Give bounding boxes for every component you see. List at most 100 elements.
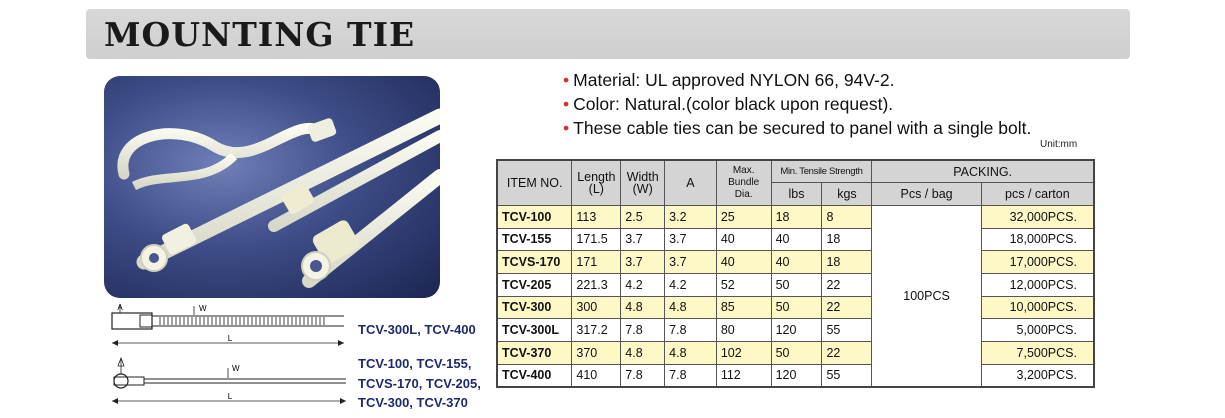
- cell-a: 7.8: [664, 318, 717, 342]
- label-a: A: [117, 303, 123, 312]
- models-standard: TCV-100, TCV-155, TCVS-170, TCV-205, TCV…: [358, 354, 481, 413]
- models-line: TCV-300, TCV-370: [358, 395, 468, 410]
- cell-kgs: 22: [821, 341, 873, 365]
- cell-lbs: 120: [770, 318, 823, 342]
- header-kgs: kgs: [821, 182, 873, 206]
- cell-carton: 12,000PCS.: [980, 272, 1095, 297]
- cell-kgs: 18: [821, 227, 873, 252]
- cell-width: 3.7: [620, 227, 666, 252]
- cell-a: 3.7: [664, 227, 717, 252]
- cell-length: 113: [571, 204, 622, 229]
- cell-length: 300: [571, 295, 622, 320]
- bullet-icon: •: [563, 70, 570, 90]
- cell-bundle: 40: [715, 227, 772, 252]
- cell-kgs: 22: [821, 272, 873, 297]
- feature-item: • These cable ties can be secured to pane…: [563, 116, 1031, 140]
- header-pcs-carton: pcs / carton: [980, 182, 1095, 206]
- cell-lbs: 120: [770, 363, 823, 388]
- header-lbs: lbs: [770, 182, 823, 206]
- spec-table: ITEM NO. Length (L) Width (W) A Max. Bundle…: [496, 159, 1095, 388]
- cell-item: TCV-400: [496, 363, 573, 388]
- cell-kgs: 55: [821, 363, 873, 388]
- cell-length: 410: [571, 363, 622, 388]
- cell-width: 7.8: [620, 363, 666, 388]
- cell-bundle: 52: [715, 272, 772, 297]
- feature-item: • Material: UL approved NYLON 66, 94V-2.: [563, 68, 1031, 92]
- header-packing: PACKING.: [871, 159, 1095, 184]
- cell-bundle: 85: [715, 295, 772, 320]
- table-row: TCV-400 410 7.8 7.8 112 120 55 3,200PCS.: [496, 363, 1095, 388]
- cell-bundle: 25: [715, 204, 772, 229]
- cell-carton: 5,000PCS.: [980, 318, 1095, 342]
- cable-ties-image: [117, 108, 440, 288]
- table-row: TCV-155 171.5 3.7 3.7 40 40 18 18,000PCS…: [496, 227, 1095, 252]
- label-l-bottom: L: [228, 392, 233, 401]
- cell-lbs: 50: [770, 341, 823, 365]
- cell-lbs: 50: [770, 295, 823, 320]
- header-length: Length (L): [571, 159, 622, 206]
- cell-kgs: 22: [821, 295, 873, 320]
- label-w-bottom: W: [232, 364, 240, 373]
- cell-width: 3.7: [620, 250, 666, 274]
- cell-width: 4.8: [620, 341, 666, 365]
- cell-length: 317.2: [571, 318, 622, 342]
- cell-item: TCV-300: [496, 295, 573, 320]
- cell-width: 2.5: [620, 204, 666, 229]
- cell-item: TCV-370: [496, 341, 573, 365]
- cell-length: 221.3: [571, 272, 622, 297]
- cell-lbs: 18: [770, 204, 823, 229]
- header-max-bundle: Max. Bundle Dia.: [715, 159, 772, 206]
- feature-list: • Material: UL approved NYLON 66, 94V-2. …: [563, 68, 1031, 140]
- cell-carton: 18,000PCS.: [980, 227, 1095, 252]
- header-a: A: [664, 159, 717, 206]
- cell-carton: 17,000PCS.: [980, 250, 1095, 274]
- cell-lbs: 50: [770, 272, 823, 297]
- cell-length: 370: [571, 341, 622, 365]
- header-tensile: Min. Tensile Strength: [770, 159, 873, 184]
- drawing-long-tie: A W L: [111, 303, 344, 346]
- bullet-icon: •: [563, 94, 570, 114]
- label-w: W: [199, 304, 207, 313]
- feature-item: • Color: Natural.(color black upon reques…: [563, 92, 1031, 116]
- cell-width: 7.8: [620, 318, 666, 342]
- cell-a: 3.2: [664, 204, 717, 229]
- cell-pcs-bag: 100PCS: [871, 204, 982, 388]
- cell-width: 4.8: [620, 295, 666, 320]
- models-line: TCVS-170, TCV-205,: [358, 375, 481, 391]
- cell-a: 7.8: [664, 363, 717, 388]
- cell-bundle: 112: [715, 363, 772, 388]
- cell-item: TCV-100: [496, 204, 573, 229]
- page-title: MOUNTING TIE: [104, 15, 416, 54]
- cell-length: 171.5: [571, 227, 622, 252]
- cell-lbs: 40: [770, 227, 823, 252]
- feature-text: Material: UL approved NYLON 66, 94V-2.: [573, 70, 895, 90]
- bullet-icon: •: [563, 118, 570, 138]
- cell-a: 4.8: [664, 295, 717, 320]
- cell-carton: 3,200PCS.: [980, 363, 1095, 388]
- product-photo: [104, 76, 440, 298]
- table-row: TCV-300 300 4.8 4.8 85 50 22 10,000PCS.: [496, 295, 1095, 320]
- cell-carton: 32,000PCS.: [980, 204, 1095, 229]
- cell-item: TCV-155: [496, 227, 573, 252]
- models-long: TCV-300L, TCV-400: [358, 322, 476, 337]
- feature-text: These cable ties can be secured to panel…: [573, 118, 1032, 138]
- cell-bundle: 40: [715, 250, 772, 274]
- label-l: L: [228, 334, 233, 343]
- cell-lbs: 40: [770, 250, 823, 274]
- table-row: TCV-370 370 4.8 4.8 102 50 22 7,500PCS.: [496, 341, 1095, 365]
- cell-kgs: 18: [821, 250, 873, 274]
- cell-carton: 7,500PCS.: [980, 341, 1095, 365]
- cell-width: 4.2: [620, 272, 666, 297]
- cell-bundle: 80: [715, 318, 772, 342]
- cell-kgs: 55: [821, 318, 873, 342]
- cell-item: TCV-205: [496, 272, 573, 297]
- cell-a: 3.7: [664, 250, 717, 274]
- title-bar: MOUNTING TIE: [86, 9, 1130, 59]
- cell-item: TCV-300L: [496, 318, 573, 342]
- models-line: TCV-100, TCV-155,: [358, 356, 472, 371]
- table-row: TCV-205 221.3 4.2 4.2 52 50 22 12,000PCS…: [496, 272, 1095, 297]
- cell-item: TCVS-170: [496, 250, 573, 274]
- table-row: TCVS-170 171 3.7 3.7 40 40 18 17,000PCS.: [496, 250, 1095, 274]
- unit-note: Unit:mm: [1040, 139, 1078, 150]
- feature-text: Color: Natural.(color black upon request…: [573, 94, 894, 114]
